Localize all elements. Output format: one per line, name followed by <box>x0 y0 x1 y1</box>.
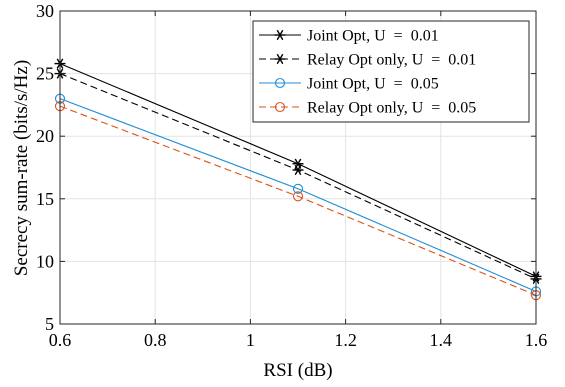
legend-label: Relay Opt only, U = 0.01 <box>307 52 476 69</box>
x-tick-label: 1.2 <box>334 330 357 350</box>
legend-label: Joint Opt, U = 0.01 <box>307 28 439 45</box>
asterisk-stroke <box>276 29 284 41</box>
series-line <box>59 105 537 296</box>
legend-entry: Relay Opt only, U = 0.05 <box>259 100 476 117</box>
legend-label: Relay Opt only, U = 0.05 <box>307 100 476 117</box>
asterisk-marker <box>292 158 304 169</box>
axis-ticks: 0.6 0.8 1 1.2 1.4 1.6 5 10 15 20 25 30 <box>36 1 547 350</box>
circle-marker <box>274 101 286 113</box>
x-axis-label: RSI (dB) <box>263 360 332 381</box>
x-tick-label: 0.6 <box>49 330 72 350</box>
asterisk-stroke <box>276 53 284 65</box>
y-tick-label: 5 <box>45 314 54 334</box>
asterisk-marker <box>292 164 304 176</box>
circle-marker <box>292 183 304 194</box>
x-tick-label: 0.8 <box>144 330 167 350</box>
y-axis-label: Secrecy sum-rate (bits/s/Hz) <box>11 60 32 276</box>
series-3 <box>54 93 542 297</box>
legend: Joint Opt, U = 0.01 Relay Opt only, U = 0… <box>252 20 530 123</box>
x-tick-label: 1.6 <box>525 330 548 350</box>
x-tick-label: 1 <box>246 330 255 350</box>
circle-marker <box>292 191 304 202</box>
plot-frame <box>59 10 537 325</box>
legend-box <box>252 20 530 123</box>
legend-entry: Relay Opt only, U = 0.01 <box>259 52 476 69</box>
y-tick-label: 25 <box>36 64 54 84</box>
asterisk-marker <box>274 53 286 65</box>
y-tick-label: 30 <box>36 1 54 21</box>
x-tick-label: 1.4 <box>430 330 453 350</box>
asterisk-stroke <box>294 164 302 176</box>
series-line <box>59 98 537 292</box>
y-tick-label: 20 <box>36 126 54 146</box>
legend-entry: Joint Opt, U = 0.05 <box>259 76 439 93</box>
circle-marker <box>274 77 286 89</box>
y-tick-label: 15 <box>36 189 54 209</box>
legend-label: Joint Opt, U = 0.05 <box>307 76 439 93</box>
asterisk-marker <box>274 29 286 41</box>
legend-entry: Joint Opt, U = 0.01 <box>259 28 439 45</box>
y-tick-label: 10 <box>36 251 54 271</box>
series-4 <box>54 101 542 301</box>
